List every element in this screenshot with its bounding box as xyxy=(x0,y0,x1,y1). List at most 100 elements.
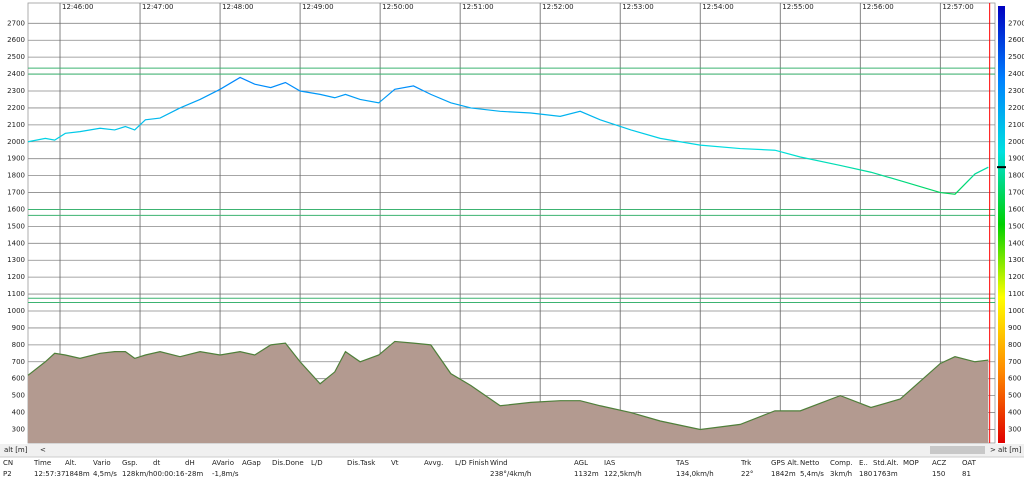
x-tick-label-top: 12:51:00 xyxy=(462,3,493,11)
x-tick-label-top: 12:49:00 xyxy=(302,3,333,11)
ground-area xyxy=(28,341,989,443)
y-tick-label: 600 xyxy=(12,375,25,383)
altitude-line xyxy=(27,76,989,195)
colorbar-tick-label: 2200 xyxy=(1008,104,1024,112)
y-tick-label: 1300 xyxy=(7,256,25,264)
colorbar-tick-label: 1900 xyxy=(1008,155,1024,163)
footer-header: L/D xyxy=(311,459,323,467)
scroll-thumb[interactable] xyxy=(930,446,985,454)
footer-value: 22° xyxy=(741,470,753,478)
y-tick-label: 2600 xyxy=(7,36,25,44)
y-axis-label: alt [m] xyxy=(4,446,28,454)
colorbar-tick-label: 500 xyxy=(1008,392,1021,400)
colorbar-tick-label: 600 xyxy=(1008,375,1021,383)
footer-value: 00:00:16 xyxy=(153,470,185,478)
footer-header: Dis.Done xyxy=(272,459,304,467)
colorbar-tick-label: 2400 xyxy=(1008,70,1024,78)
footer-header: AGL xyxy=(574,459,588,467)
footer-header: TAS xyxy=(675,459,690,467)
x-tick-label-top: 12:47:00 xyxy=(142,3,173,11)
x-tick-label-top: 12:46:00 xyxy=(62,3,93,11)
footer-header: Avvg. xyxy=(424,459,443,467)
scroll-left[interactable]: < xyxy=(40,446,46,454)
colorbar-tick-label: 300 xyxy=(1008,425,1021,433)
footer-header: Gsp. xyxy=(122,459,138,467)
footer-value: 4,5m/s xyxy=(93,470,117,478)
colorbar-tick-label: 1400 xyxy=(1008,239,1024,247)
ground-edge xyxy=(27,340,989,431)
x-tick-label-top: 12:48:00 xyxy=(222,3,253,11)
footer-header: Vt xyxy=(391,459,399,467)
footer-value: 1132m xyxy=(574,470,599,478)
y-tick-label: 1700 xyxy=(7,189,25,197)
y-tick-label: 1000 xyxy=(7,307,25,315)
footer-value: 1842m xyxy=(771,470,796,478)
footer-header: L/D Finish xyxy=(455,459,489,467)
footer-header: ACZ xyxy=(932,459,947,467)
footer-header: Wind xyxy=(490,459,508,467)
y-tick-label: 1100 xyxy=(7,290,25,298)
footer-value: 3km/h xyxy=(830,470,852,478)
x-tick-label-top: 12:55:00 xyxy=(782,3,813,11)
colorbar-tick-label: 700 xyxy=(1008,358,1021,366)
footer-header: IAS xyxy=(604,459,616,467)
footer-header: OAT xyxy=(962,459,977,467)
footer-header: AGap xyxy=(242,459,261,467)
footer-header: Alt. xyxy=(65,459,77,467)
footer-value: 1848m xyxy=(65,470,90,478)
footer-header: E.. xyxy=(859,459,868,467)
y-tick-label: 900 xyxy=(12,324,25,332)
y-tick-label: 1200 xyxy=(7,273,25,281)
footer-value: 5,4m/s xyxy=(800,470,824,478)
colorbar-tick-label: 1700 xyxy=(1008,189,1024,197)
y-tick-label: 2300 xyxy=(7,87,25,95)
x-tick-label-top: 12:53:00 xyxy=(622,3,653,11)
colorbar-tick-label: 400 xyxy=(1008,409,1021,417)
footer-header: Dis.Task xyxy=(347,459,376,467)
footer-header: CN xyxy=(3,459,13,467)
y-tick-label: 1600 xyxy=(7,205,25,213)
y-tick-label: 2500 xyxy=(7,53,25,61)
footer-value: -28m xyxy=(185,470,203,478)
footer-header: GPS Alt. xyxy=(771,459,799,467)
colorbar-tick-label: 1100 xyxy=(1008,290,1024,298)
footer-header: AVario xyxy=(212,459,234,467)
footer-value: 134,0km/h xyxy=(676,470,714,478)
footer-header: Std.Alt. xyxy=(873,459,899,467)
y-tick-label: 1900 xyxy=(7,155,25,163)
footer-value: 12:57:37 xyxy=(34,470,65,478)
x-tick-label-top: 12:54:00 xyxy=(702,3,733,11)
footer-header: Time xyxy=(33,459,51,467)
colorbar-tick-label: 1500 xyxy=(1008,222,1024,230)
colorbar-tick-label: 1800 xyxy=(1008,172,1024,180)
colorbar-tick-label: 1300 xyxy=(1008,256,1024,264)
scrollbar-track xyxy=(0,444,1024,457)
colorbar-tick-label: 800 xyxy=(1008,341,1021,349)
y-tick-label: 1800 xyxy=(7,172,25,180)
x-tick-label-top: 12:52:00 xyxy=(542,3,573,11)
colorbar-tick-label: 2000 xyxy=(1008,138,1024,146)
footer-header: Comp. xyxy=(830,459,853,467)
y-tick-label: 800 xyxy=(12,341,25,349)
y-tick-label: 2700 xyxy=(7,19,25,27)
y-tick-label: 700 xyxy=(12,358,25,366)
footer-value: -1,8m/s xyxy=(212,470,239,478)
x-tick-label-top: 12:50:00 xyxy=(382,3,413,11)
colorbar-tick-label: 2300 xyxy=(1008,87,1024,95)
footer-value: 122,5km/h xyxy=(604,470,642,478)
y-tick-label: 300 xyxy=(12,425,25,433)
colorbar-tick-label: 2600 xyxy=(1008,36,1024,44)
colorbar-tick-label: 2100 xyxy=(1008,121,1024,129)
footer-value: 81 xyxy=(962,470,971,478)
footer-header: Vario xyxy=(93,459,111,467)
footer-header: dt xyxy=(153,459,160,467)
colorbar-label: alt [m] xyxy=(998,446,1022,454)
y-tick-label: 400 xyxy=(12,409,25,417)
x-tick-label-top: 12:57:00 xyxy=(942,3,973,11)
colorbar-tick-label: 1600 xyxy=(1008,205,1024,213)
y-tick-label: 2000 xyxy=(7,138,25,146)
footer-value: 128km/h xyxy=(122,470,153,478)
y-tick-label: 2200 xyxy=(7,104,25,112)
scroll-right[interactable]: > xyxy=(990,446,996,454)
